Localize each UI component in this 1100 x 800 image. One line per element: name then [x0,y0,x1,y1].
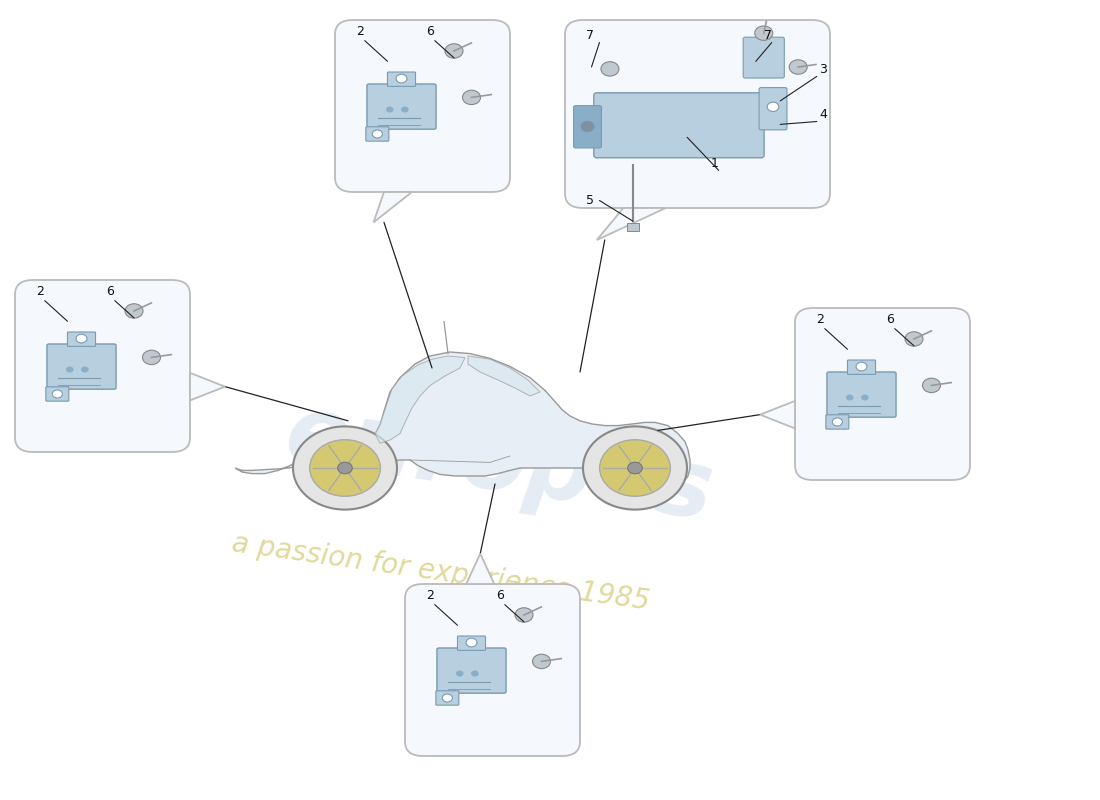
Polygon shape [375,356,465,443]
Circle shape [601,62,619,76]
Polygon shape [466,554,494,584]
Text: 6: 6 [496,590,504,602]
FancyBboxPatch shape [367,84,436,129]
Text: 4: 4 [820,108,827,121]
Circle shape [143,350,161,365]
Circle shape [396,74,407,83]
Bar [627,222,639,230]
Circle shape [81,366,89,373]
Text: 5: 5 [586,194,594,207]
Circle shape [471,670,478,677]
Circle shape [628,462,642,474]
Circle shape [846,394,854,401]
Circle shape [446,44,463,58]
Text: 2: 2 [356,26,364,38]
Circle shape [581,121,594,132]
FancyBboxPatch shape [759,87,786,130]
FancyBboxPatch shape [387,72,416,86]
Circle shape [923,378,940,393]
Text: 7: 7 [586,29,594,42]
Text: 2: 2 [36,286,44,298]
FancyBboxPatch shape [47,344,116,389]
Circle shape [338,462,352,474]
FancyBboxPatch shape [366,126,389,141]
Text: 2: 2 [816,314,824,326]
Text: 6: 6 [886,314,894,326]
Circle shape [462,90,481,105]
Text: europes: europes [280,389,719,539]
Circle shape [53,390,63,398]
Circle shape [372,130,383,138]
FancyBboxPatch shape [405,584,580,756]
Circle shape [66,366,74,373]
FancyBboxPatch shape [795,308,970,480]
FancyBboxPatch shape [46,386,69,401]
FancyBboxPatch shape [565,20,830,208]
Text: 7: 7 [763,29,772,42]
Circle shape [767,102,779,111]
Circle shape [76,334,87,343]
Circle shape [402,106,408,113]
FancyBboxPatch shape [336,20,510,192]
Circle shape [125,304,143,318]
FancyBboxPatch shape [594,93,764,158]
FancyBboxPatch shape [847,360,876,374]
Text: 2: 2 [426,590,433,602]
Polygon shape [235,352,690,492]
FancyBboxPatch shape [573,106,602,148]
Circle shape [789,60,807,74]
Circle shape [386,106,394,113]
Circle shape [600,440,670,496]
Polygon shape [190,373,226,400]
Text: 6: 6 [426,26,433,38]
FancyBboxPatch shape [436,690,459,705]
Circle shape [466,638,477,647]
Circle shape [833,418,843,426]
Polygon shape [760,401,795,429]
Polygon shape [597,208,666,240]
FancyBboxPatch shape [437,648,506,693]
Circle shape [856,362,867,371]
Circle shape [309,440,381,496]
Circle shape [905,332,923,346]
Circle shape [861,394,869,401]
Polygon shape [374,192,412,222]
Circle shape [532,654,550,669]
Circle shape [456,670,463,677]
FancyBboxPatch shape [458,636,485,650]
Text: 3: 3 [820,62,827,76]
FancyBboxPatch shape [744,37,784,78]
FancyBboxPatch shape [67,332,96,346]
Circle shape [293,426,397,510]
Polygon shape [468,356,540,396]
FancyBboxPatch shape [15,280,190,452]
Circle shape [442,694,452,702]
Circle shape [583,426,688,510]
FancyBboxPatch shape [826,414,849,429]
Text: 6: 6 [106,286,114,298]
Text: a passion for experience 1985: a passion for experience 1985 [230,529,651,615]
Circle shape [755,26,772,40]
FancyBboxPatch shape [827,372,896,417]
Circle shape [515,608,534,622]
Text: 1: 1 [711,157,718,170]
